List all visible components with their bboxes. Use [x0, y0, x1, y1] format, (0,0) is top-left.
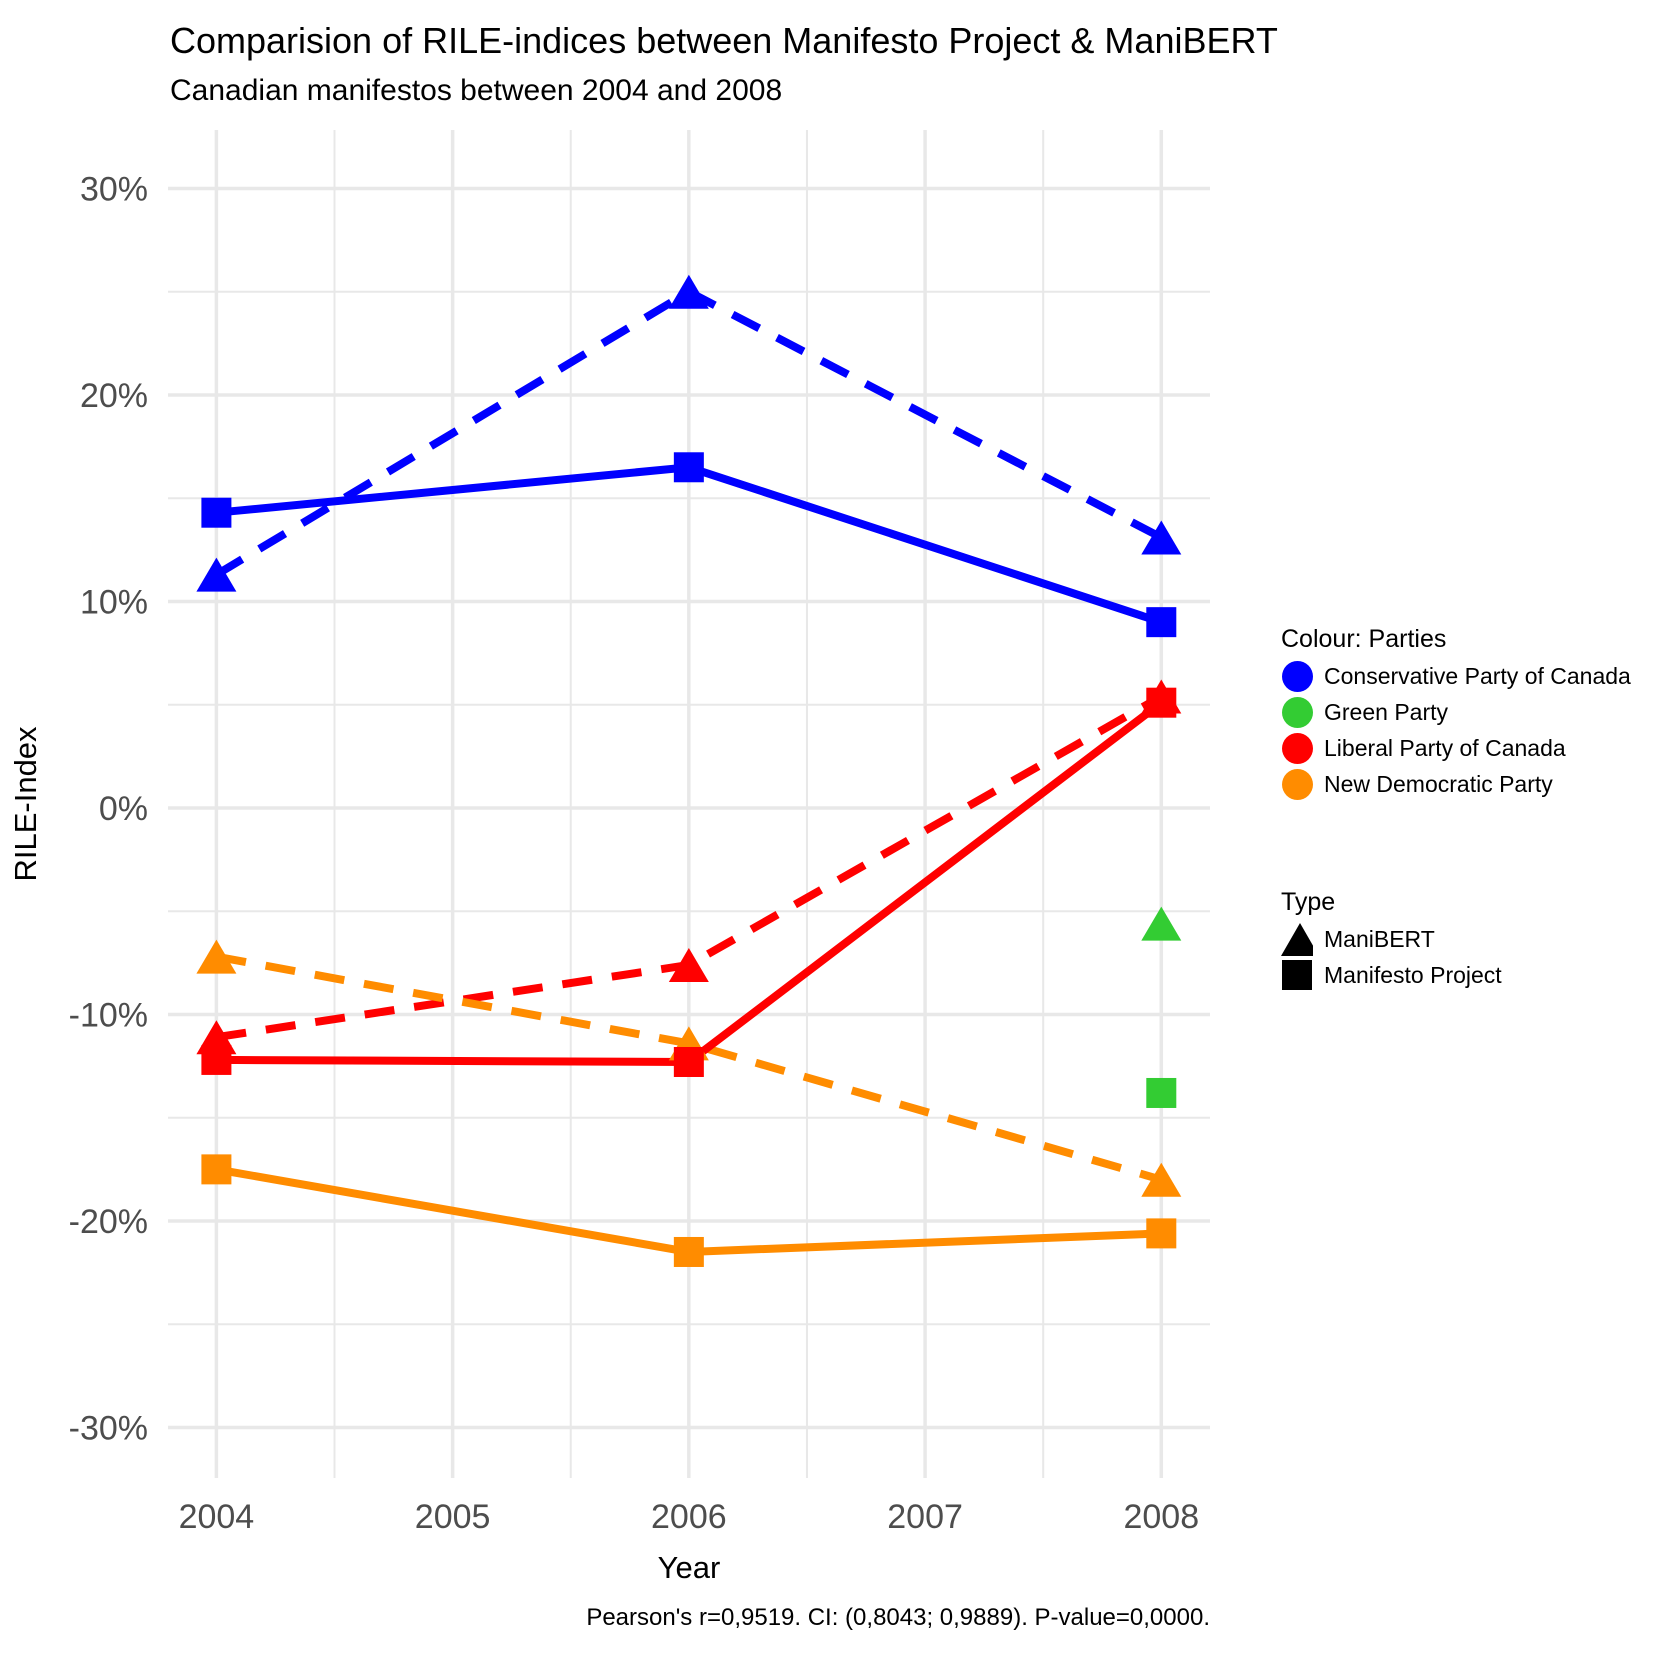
y-tick-label: 10% [80, 584, 148, 622]
data-point-square [201, 497, 232, 528]
data-point-square [673, 452, 704, 483]
data-point-square [1146, 687, 1177, 718]
data-point-square [1146, 1077, 1177, 1108]
data-point-square [1146, 607, 1177, 638]
circle-swatch-icon [1281, 732, 1313, 765]
parties-legend: Colour: Parties Conservative Party of Can… [1281, 626, 1631, 802]
x-axis-title: Year [658, 1550, 721, 1585]
data-point-square [673, 1046, 704, 1077]
legend-item: Manifesto Project [1281, 957, 1502, 993]
circle-swatch-icon [1281, 660, 1313, 693]
data-point-triangle [1141, 1162, 1182, 1197]
series-line-dashed [215, 952, 1163, 1184]
y-tick-label: -30% [69, 1410, 148, 1448]
circle-swatch-icon [1281, 768, 1313, 801]
legend-item: New Democratic Party [1281, 766, 1631, 802]
legend-item-label: Green Party [1324, 698, 1448, 725]
data-point-triangle [196, 557, 237, 592]
legend-title: Colour: Parties [1281, 625, 1447, 653]
stats-caption: Pearson's r=0,9519. CI: (0,8043; 0,9889)… [586, 1604, 1210, 1631]
x-tick-label: 2005 [415, 1498, 491, 1536]
circle-swatch-icon [1281, 696, 1313, 729]
data-point-square [201, 1044, 232, 1075]
triangle-swatch-icon [1281, 922, 1313, 956]
legend-item: ManiBERT [1281, 921, 1502, 957]
data-point-triangle [668, 947, 709, 982]
data-point-square [673, 1236, 704, 1267]
chart-title: Comparision of RILE-indices between Mani… [170, 20, 1278, 61]
y-tick-label: -10% [69, 997, 148, 1035]
data-point-square [201, 1154, 232, 1185]
type-legend: Type ManiBERT Manifesto Project [1281, 889, 1502, 993]
data-point-triangle [196, 939, 237, 974]
data-point-triangle [1141, 520, 1182, 555]
x-tick-label: 2006 [651, 1498, 727, 1536]
y-tick-label: 30% [80, 171, 148, 209]
y-tick-label: 0% [99, 790, 148, 828]
x-tick-label: 2004 [179, 1498, 255, 1536]
chart-subtitle: Canadian manifestos between 2004 and 200… [170, 74, 783, 107]
data-point-triangle [668, 274, 709, 309]
legend-title: Type [1281, 888, 1336, 916]
legend-item: Green Party [1281, 694, 1631, 730]
x-tick-label: 2007 [887, 1498, 963, 1536]
y-axis-title: RILE-Index [8, 726, 43, 882]
data-point-square [1146, 1218, 1177, 1249]
square-swatch-icon [1281, 959, 1313, 992]
y-tick-label: -20% [69, 1203, 148, 1241]
legend-item: Conservative Party of Canada [1281, 658, 1631, 694]
legend-item-label: ManiBERT [1324, 925, 1435, 952]
legend-item-label: Conservative Party of Canada [1324, 662, 1631, 689]
legend-item: Liberal Party of Canada [1281, 730, 1631, 766]
y-tick-label: 20% [80, 377, 148, 415]
legend-item-label: Liberal Party of Canada [1324, 734, 1566, 761]
data-point-triangle [1141, 906, 1182, 941]
legend-item-label: New Democratic Party [1324, 770, 1553, 797]
legend-item-label: Manifesto Project [1324, 961, 1502, 988]
x-tick-label: 2008 [1123, 1498, 1199, 1536]
